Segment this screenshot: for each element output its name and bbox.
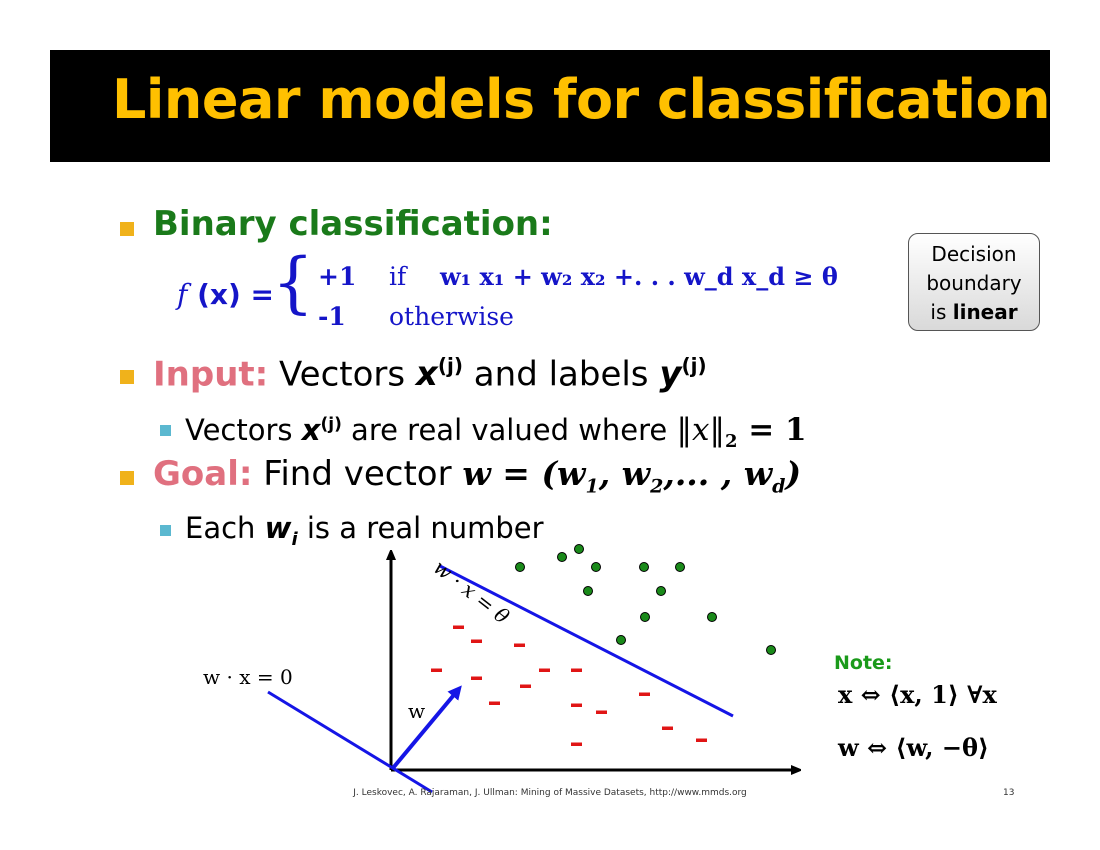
w-vector-arrow [391, 685, 462, 770]
positive-point [766, 645, 776, 655]
sub1-norm: ‖x‖ [676, 412, 725, 448]
goal-sub-2: 2 [650, 475, 664, 498]
input-x: x [415, 354, 438, 395]
sub-bullet-marker [160, 425, 171, 436]
goal-label: Goal: [153, 454, 253, 494]
negative-point [453, 625, 464, 629]
goal-end: ) [785, 454, 802, 493]
positive-point [640, 612, 650, 622]
sub1-text-2: are real valued where [341, 413, 677, 447]
goal-vector: w = (w [462, 454, 586, 493]
title-bar: Linear models for classification [50, 50, 1051, 162]
goal-text: Find vector [252, 454, 463, 494]
formula-case1-condition: w₁ x₁ + w₂ x₂ +. . . w_d x_d ≥ θ [440, 262, 838, 291]
formula-f: f [177, 278, 188, 311]
formula-case2-condition: otherwise [389, 302, 514, 331]
formula-case1-value: +1 [318, 262, 357, 291]
bullet-marker [120, 471, 134, 485]
positive-point [675, 562, 685, 572]
sub1-eq: = 1 [737, 412, 807, 448]
footer-citation: J. Leskovec, A. Rajaraman, J. Ullman: Mi… [353, 788, 747, 798]
page-number: 13 [1003, 788, 1015, 798]
label-wx-theta: w · x = θ [429, 555, 514, 629]
sub2-text-1: Each [185, 511, 265, 545]
note-label: Note: [834, 652, 893, 674]
goal-mid-2: ,... , w [663, 454, 773, 493]
positive-point [515, 562, 525, 572]
goal-sub-1: 1 [585, 475, 599, 498]
sub2-text-2: is a real number [297, 511, 544, 545]
decision-boundary-line [439, 564, 734, 718]
goal-sub-d: d [772, 475, 786, 498]
zero-boundary-line [267, 690, 433, 794]
input-bullet: Input: Vectors x(j) and labels y(j) [153, 354, 707, 394]
formula-brace: { [272, 244, 314, 321]
sub1-norm-sub: 2 [724, 431, 738, 453]
input-text-2: and labels [463, 354, 660, 395]
sub2-w: w [264, 511, 292, 545]
positive-point [639, 562, 649, 572]
goal-bullet: Goal: Find vector w = (w1, w2,... , wd) [153, 454, 801, 498]
callout-line-3: is linear [909, 298, 1039, 327]
negative-point [520, 684, 531, 688]
negative-point [596, 710, 607, 714]
negative-point [662, 726, 673, 730]
note-line-1: x ⇔ ⟨x, 1⟩ ∀x [838, 680, 998, 709]
formula-case2-value: -1 [318, 302, 346, 331]
positive-point [591, 562, 601, 572]
input-sup-2: (j) [681, 354, 707, 378]
sub-bullet-marker [160, 525, 171, 536]
negative-point [471, 676, 482, 680]
callout-line-2: boundary [926, 271, 1022, 295]
sub1-text-1: Vectors [185, 413, 302, 447]
positive-point [583, 586, 593, 596]
formula-lhs-rest: (x) = [187, 278, 274, 311]
positive-point [574, 544, 584, 554]
note-line-2: w ⇔ ⟨w, −θ⟩ [837, 733, 989, 762]
negative-point [489, 701, 500, 705]
positive-point [656, 586, 666, 596]
label-w: w [408, 699, 425, 723]
negative-point [471, 639, 482, 643]
input-y: y [659, 354, 682, 395]
bullet-marker [120, 370, 134, 384]
input-label: Input: [153, 354, 269, 395]
negative-point [696, 738, 707, 742]
input-text-1: Vectors [268, 354, 416, 395]
decision-boundary-callout: Decision boundary is linear [908, 233, 1040, 331]
negative-point [514, 643, 525, 647]
slide-title: Linear models for classification [112, 68, 1051, 131]
sub2-w-sub: i [291, 528, 298, 550]
bullet-marker [120, 222, 134, 236]
formula-case1-if: if [389, 262, 407, 291]
label-wx-zero: w · x = 0 [203, 665, 293, 689]
callout-line-3-pre: is [930, 300, 953, 324]
sub1-sup: (j) [320, 414, 342, 435]
input-sup-1: (j) [437, 354, 463, 378]
goal-mid: , w [598, 454, 651, 493]
negative-point [431, 668, 442, 672]
negative-point [571, 742, 582, 746]
negative-points [431, 625, 707, 746]
each-wi-sub-bullet: Each wi is a real number [185, 511, 544, 551]
positive-point [616, 635, 626, 645]
binary-classification-heading: Binary classification: [153, 204, 553, 244]
callout-linear-word: linear [952, 300, 1018, 324]
positive-point [707, 612, 717, 622]
sub1-x: x [301, 413, 321, 447]
callout-line-1: Decision [931, 242, 1017, 266]
negative-point [539, 668, 550, 672]
positive-points [515, 544, 776, 655]
negative-point [571, 703, 582, 707]
negative-point [571, 668, 582, 672]
negative-point [639, 692, 650, 696]
positive-point [557, 552, 567, 562]
vectors-sub-bullet: Vectors x(j) are real valued where ‖x‖2 … [185, 412, 807, 452]
formula-lhs: f (x) = [177, 278, 274, 311]
